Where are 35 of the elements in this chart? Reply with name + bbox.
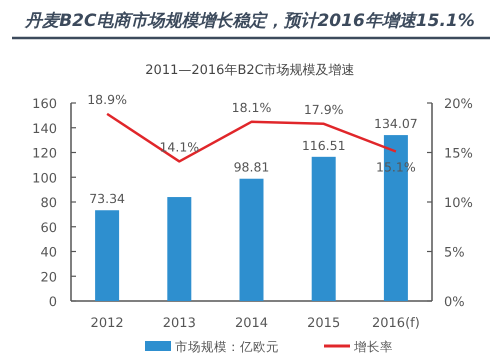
- x-tick-label: 2015: [307, 316, 340, 331]
- y2-tick-label: 20%: [444, 97, 473, 112]
- x-tick-label: 2012: [90, 316, 124, 331]
- y-tick-label: 20: [40, 270, 57, 286]
- chart-subtitle: 2011—2016年B2C市场规模及增速: [145, 63, 355, 78]
- x-tick-label: 2013: [162, 316, 196, 331]
- y-tick-label: 60: [40, 220, 57, 236]
- legend-label: 市场规模：亿欧元: [175, 339, 279, 354]
- data-label: 98.81: [234, 160, 270, 175]
- data-label: 73.34: [89, 191, 126, 206]
- data-label: 14.1%: [159, 139, 200, 154]
- y2-tick-label: 5%: [444, 246, 465, 260]
- y-tick-label: 100: [32, 171, 57, 186]
- y-tick-label: 0: [48, 295, 57, 310]
- y2-tick-label: 0%: [444, 295, 465, 310]
- x-tick-label: 2014: [234, 316, 268, 331]
- y2-tick-label: 15%: [444, 146, 473, 162]
- bar: [312, 156, 336, 301]
- data-label: 17.9%: [304, 102, 344, 117]
- data-label: 134.07: [374, 116, 418, 132]
- chart-title: 丹麦B2C电商市场规模增长稳定，预计2016年增速15.1%: [24, 11, 475, 31]
- bar: [95, 210, 120, 301]
- bar: [167, 197, 192, 301]
- data-label: 18.9%: [87, 92, 128, 107]
- bar: [240, 178, 264, 301]
- y-tick-label: 80: [40, 196, 57, 211]
- data-label: 116.51: [302, 138, 346, 153]
- data-label: 18.1%: [232, 100, 272, 115]
- legend-label: 增长率: [353, 339, 393, 354]
- y-tick-label: 140: [32, 122, 57, 137]
- y-tick-label: 160: [32, 97, 57, 112]
- y-tick-label: 40: [40, 246, 57, 260]
- y2-tick-label: 10%: [444, 196, 473, 211]
- y-tick-label: 120: [32, 146, 57, 162]
- x-tick-label: 2016(f): [372, 316, 420, 331]
